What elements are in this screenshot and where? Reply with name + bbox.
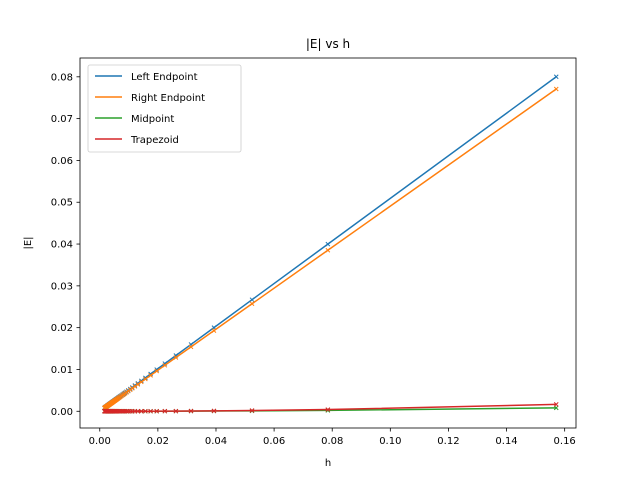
- plot-area: [102, 74, 559, 414]
- x-tick-label: 0.10: [379, 436, 401, 447]
- data-point: [325, 247, 331, 253]
- data-point: [325, 407, 331, 412]
- y-tick-label: 0.03: [51, 281, 73, 292]
- data-point: [135, 382, 141, 387]
- data-point: [249, 297, 255, 303]
- y-axis-title: |E|: [23, 236, 34, 249]
- data-point: [138, 408, 144, 414]
- legend-box: [87, 64, 242, 153]
- x-axis-title: h: [325, 458, 331, 469]
- y-tick-label: 0.02: [51, 323, 73, 334]
- data-point: [249, 301, 255, 307]
- data-point: [173, 355, 179, 360]
- data-point: [553, 86, 559, 92]
- data-point: [143, 408, 148, 414]
- data-point: [148, 373, 153, 378]
- data-point: [553, 74, 559, 80]
- chart-title: |E| vs h: [306, 37, 350, 51]
- legend-label: Right Endpoint: [131, 93, 205, 104]
- x-tick-label: 0.02: [147, 436, 169, 447]
- data-point: [173, 408, 179, 414]
- legend-item: Right Endpoint: [95, 93, 205, 104]
- data-point: [188, 344, 194, 350]
- data-point: [162, 362, 168, 368]
- legend-label: Trapezoid: [130, 135, 179, 146]
- y-tick-label: 0.06: [51, 156, 73, 167]
- x-tick-label: 0.06: [263, 436, 285, 447]
- data-point: [102, 408, 107, 414]
- data-point: [148, 408, 153, 414]
- series-trapezoid: [102, 402, 559, 414]
- data-point: [553, 402, 559, 407]
- data-point: [188, 408, 194, 414]
- legend-label: Midpoint: [131, 114, 174, 125]
- y-axis: 0.00 0.01 0.02 0.03 0.04 0.05 0.06 0.07 0.08: [51, 72, 80, 418]
- y-tick-label: 0.07: [51, 114, 73, 125]
- data-point: [132, 384, 138, 389]
- y-tick-label: 0.01: [51, 365, 73, 376]
- data-point: [154, 408, 160, 414]
- x-tick-label: 0.16: [554, 436, 576, 447]
- y-tick-label: 0.04: [51, 240, 73, 251]
- data-point: [138, 379, 144, 385]
- axes-frame: [79, 57, 577, 429]
- legend-label: Left Endpoint: [131, 72, 198, 83]
- x-tick-label: 0.00: [89, 436, 111, 447]
- data-point: [143, 376, 148, 382]
- y-tick-label: 0.08: [51, 72, 73, 83]
- data-point: [325, 241, 331, 247]
- x-axis: 0.00 0.02 0.04 0.06 0.08 0.10 0.12 0.14 0.16: [89, 428, 576, 447]
- data-point: [249, 408, 255, 413]
- data-point: [211, 328, 217, 334]
- y-tick-label: 0.00: [51, 407, 73, 418]
- x-tick-label: 0.04: [205, 436, 227, 447]
- data-point: [154, 368, 160, 374]
- data-point: [553, 405, 559, 411]
- x-tick-label: 0.08: [321, 436, 343, 447]
- data-point: [162, 408, 168, 414]
- y-tick-label: 0.05: [51, 198, 73, 209]
- x-tick-label: 0.12: [437, 436, 459, 447]
- legend-item: Midpoint: [95, 114, 174, 125]
- legend-item: Left Endpoint: [95, 72, 198, 83]
- legend-item: Trapezoid: [95, 135, 179, 146]
- series-right-endpoint: [102, 86, 559, 411]
- data-point: [211, 408, 217, 414]
- x-tick-label: 0.14: [495, 436, 517, 447]
- legend: Left Endpoint Right Endpoint Midpoint Trape…: [87, 64, 242, 153]
